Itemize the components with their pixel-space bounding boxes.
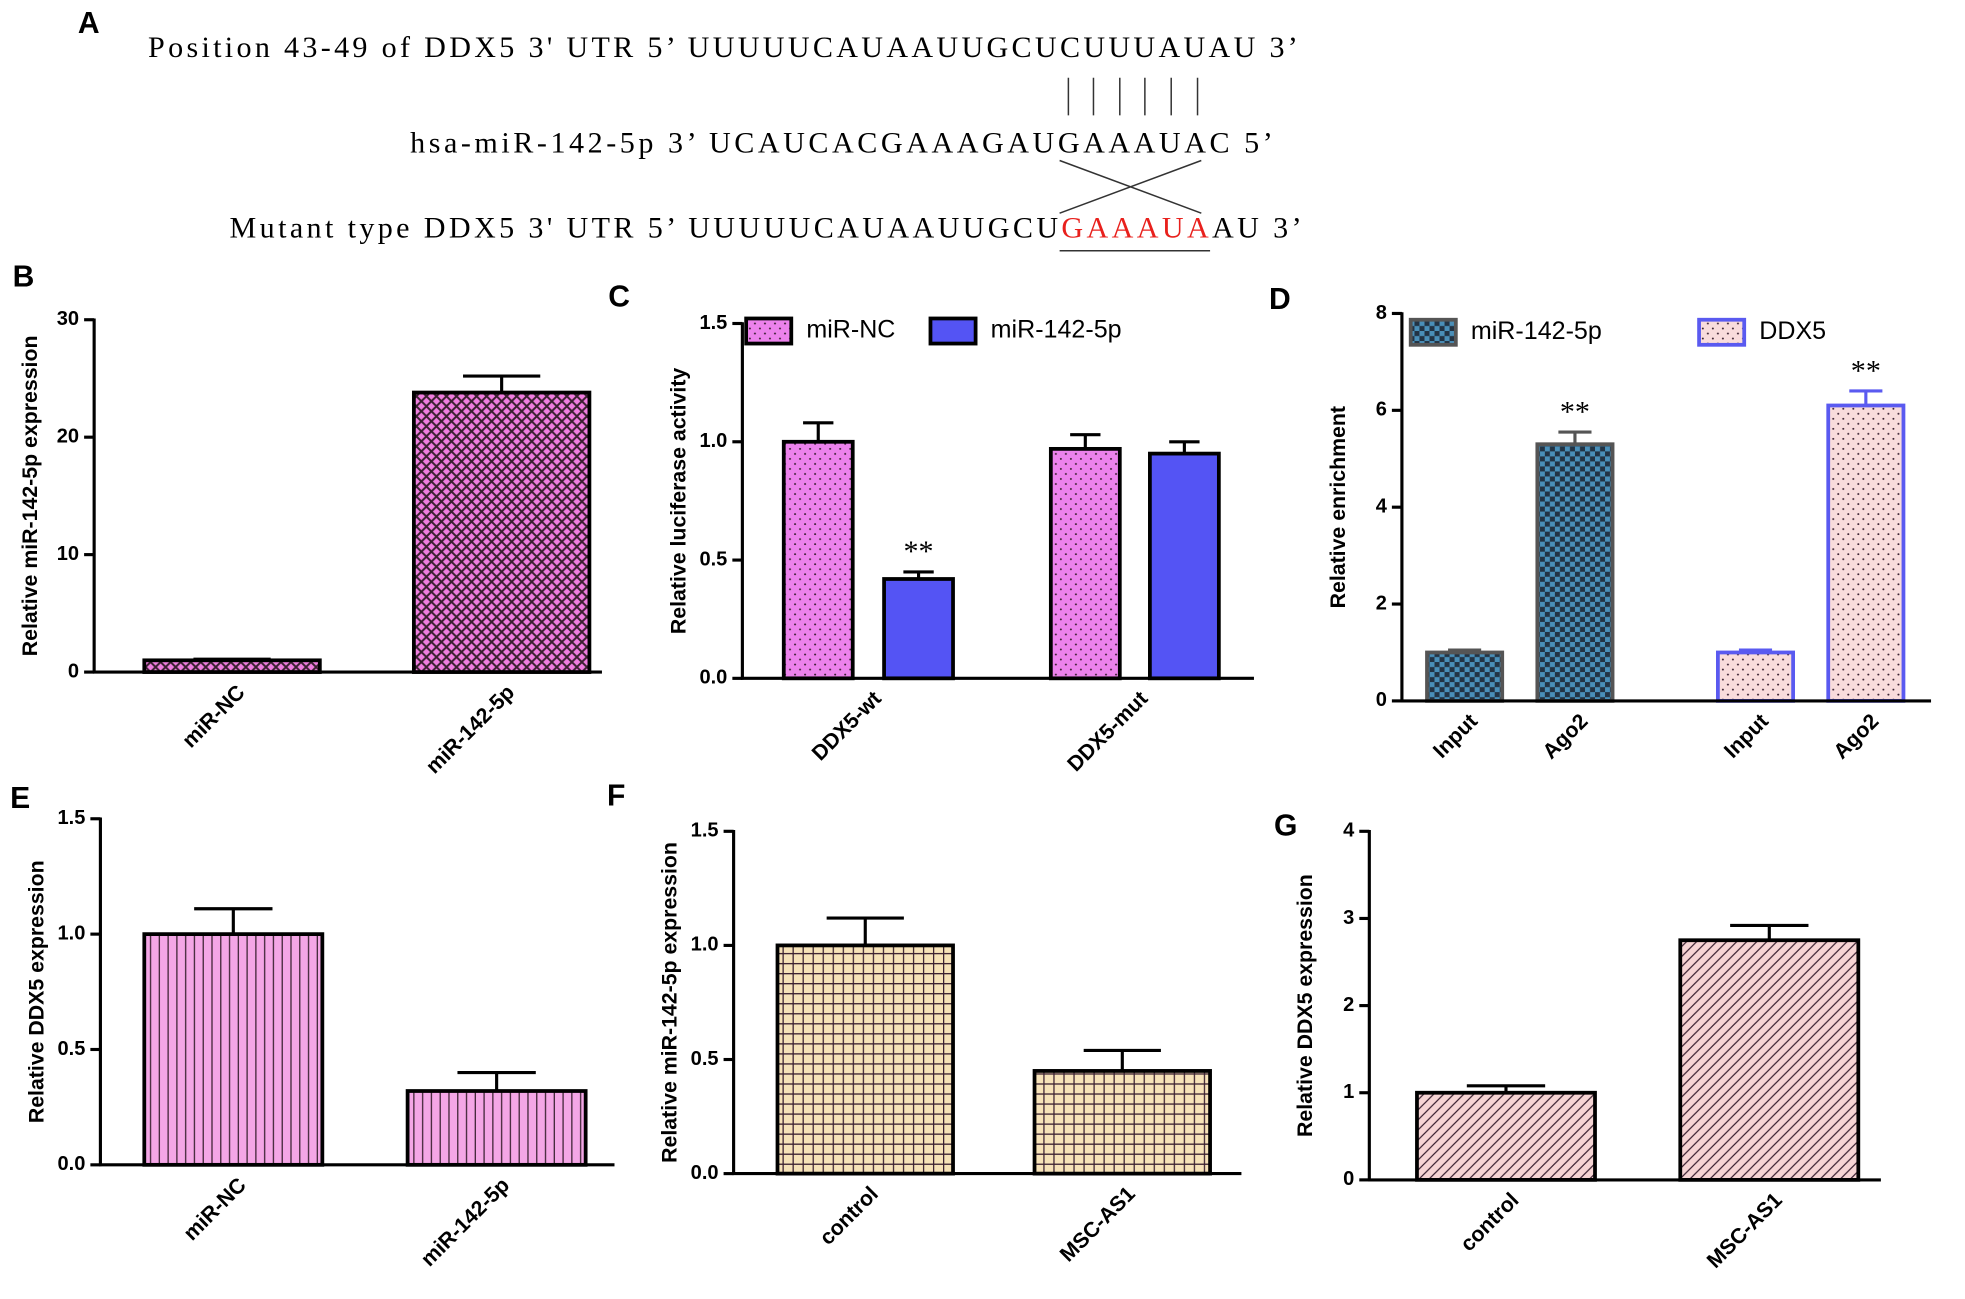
bar — [882, 577, 955, 681]
bar — [411, 390, 592, 674]
legend-label: miR-NC — [806, 316, 895, 344]
y-tick-label: 0.0 — [691, 1162, 719, 1184]
x-tick-label: MSC-AS1 — [1055, 1182, 1140, 1267]
significance: ** — [904, 534, 934, 568]
y-tick-label: 2 — [1376, 592, 1387, 614]
y-tick-label: 0 — [1343, 1168, 1354, 1190]
bar — [1678, 938, 1861, 1182]
bar — [781, 439, 855, 681]
legend-swatch — [1408, 317, 1458, 347]
x-tick-label: MSC-AS1 — [1702, 1188, 1787, 1273]
mirna-sequence: hsa-miR-142-5p 3’ UCAUCACGAAAGAUGAAAUAC … — [410, 125, 1273, 159]
y-tick-label: 0.5 — [57, 1038, 85, 1060]
y-axis-label: Relative DDX5 expression — [1293, 874, 1317, 1137]
x-tick-label: Input — [1719, 709, 1773, 763]
panel-label: A — [78, 7, 100, 40]
y-tick-label: 1.0 — [691, 934, 719, 956]
x-tick-label: control — [815, 1182, 883, 1250]
x-tick-label: miR-142-5p — [421, 680, 519, 778]
bar — [1716, 650, 1796, 703]
y-tick-label: 0.0 — [699, 667, 727, 689]
y-tick-label: 1.5 — [699, 312, 727, 334]
y-tick-label: 0.5 — [691, 1048, 719, 1070]
legend-swatch — [744, 316, 794, 346]
y-tick-label: 0.0 — [57, 1153, 85, 1175]
y-tick-label: 1.0 — [699, 430, 727, 452]
y-tick-label: 1.5 — [691, 820, 719, 842]
bar — [1415, 1090, 1597, 1182]
y-tick-label: 8 — [1376, 302, 1387, 324]
y-tick-label: 6 — [1376, 399, 1387, 421]
significance: ** — [1560, 394, 1590, 428]
y-tick-label: 4 — [1376, 495, 1388, 517]
bar — [1535, 442, 1615, 703]
x-tick-label: Input — [1428, 709, 1482, 763]
y-tick-label: 1.5 — [57, 807, 85, 829]
panel-label: C — [608, 280, 630, 313]
y-tick-label: 0.5 — [699, 548, 727, 570]
y-tick-label: 10 — [57, 543, 79, 565]
y-tick-label: 30 — [57, 308, 79, 330]
bar — [405, 1089, 588, 1167]
y-tick-label: 2 — [1343, 994, 1354, 1016]
significance: ** — [1851, 353, 1881, 387]
bar — [142, 932, 325, 1167]
y-tick-label: 0 — [1376, 689, 1387, 711]
panel-label: B — [13, 260, 35, 293]
y-axis-label: Relative enrichment — [1326, 406, 1350, 608]
y-tick-label: 4 — [1343, 820, 1355, 842]
legend-label: miR-142-5p — [1471, 317, 1602, 345]
x-tick-label: miR-NC — [177, 680, 249, 752]
bar — [1032, 1069, 1212, 1176]
y-tick-label: 1 — [1343, 1081, 1354, 1103]
legend-swatch — [928, 316, 978, 346]
mutant-suffix: AU 3’ — [1212, 211, 1302, 245]
mutant-site: GAAAUA — [1061, 211, 1209, 245]
bar — [1425, 650, 1505, 703]
y-axis-label: Relative luciferase activity — [666, 368, 690, 635]
wild-type-sequence: Position 43-49 of DDX5 3' UTR 5’ UUUUUCA… — [148, 30, 1298, 64]
x-tick-label: DDX5-wt — [807, 686, 886, 765]
mutant-prefix: Mutant type DDX5 3' UTR 5’ UUUUUCAUAAUUG… — [230, 211, 1059, 245]
legend-label: DDX5 — [1759, 317, 1826, 345]
y-tick-label: 1.0 — [57, 922, 85, 944]
bar — [1048, 446, 1122, 681]
x-tick-label: control — [1456, 1188, 1524, 1256]
y-tick-label: 3 — [1343, 907, 1354, 929]
x-tick-label: miR-142-5p — [416, 1173, 514, 1271]
panel-label: E — [10, 782, 30, 815]
y-tick-label: 20 — [57, 425, 79, 447]
pairing-lines — [1059, 77, 1211, 252]
mutant-sequence: Mutant type DDX5 3' UTR 5’ UUUUUCAUAAUUG… — [230, 211, 1302, 245]
bar — [775, 943, 955, 1176]
y-axis-label: Relative miR-142-5p expression — [658, 842, 682, 1163]
bar — [1148, 451, 1221, 681]
legend-swatch — [1697, 317, 1747, 347]
x-tick-label: DDX5-mut — [1063, 686, 1153, 776]
panel-a: A Position 43-49 of DDX5 3' UTR 5’ UUUUU… — [78, 7, 1302, 252]
bar — [142, 658, 322, 674]
panel-label: G — [1274, 810, 1297, 843]
y-tick-label: 0 — [68, 660, 79, 682]
x-tick-label: Ago2 — [1829, 709, 1884, 764]
y-axis-label: Relative DDX5 expression — [24, 860, 48, 1123]
panel-label: F — [607, 779, 625, 812]
panel-label: D — [1269, 283, 1291, 316]
y-axis-label: Relative miR-142-5p expression — [18, 336, 42, 657]
bar — [1826, 403, 1906, 703]
x-tick-label: Ago2 — [1538, 709, 1593, 764]
legend-label: miR-142-5p — [991, 316, 1122, 344]
x-tick-label: miR-NC — [179, 1173, 251, 1245]
